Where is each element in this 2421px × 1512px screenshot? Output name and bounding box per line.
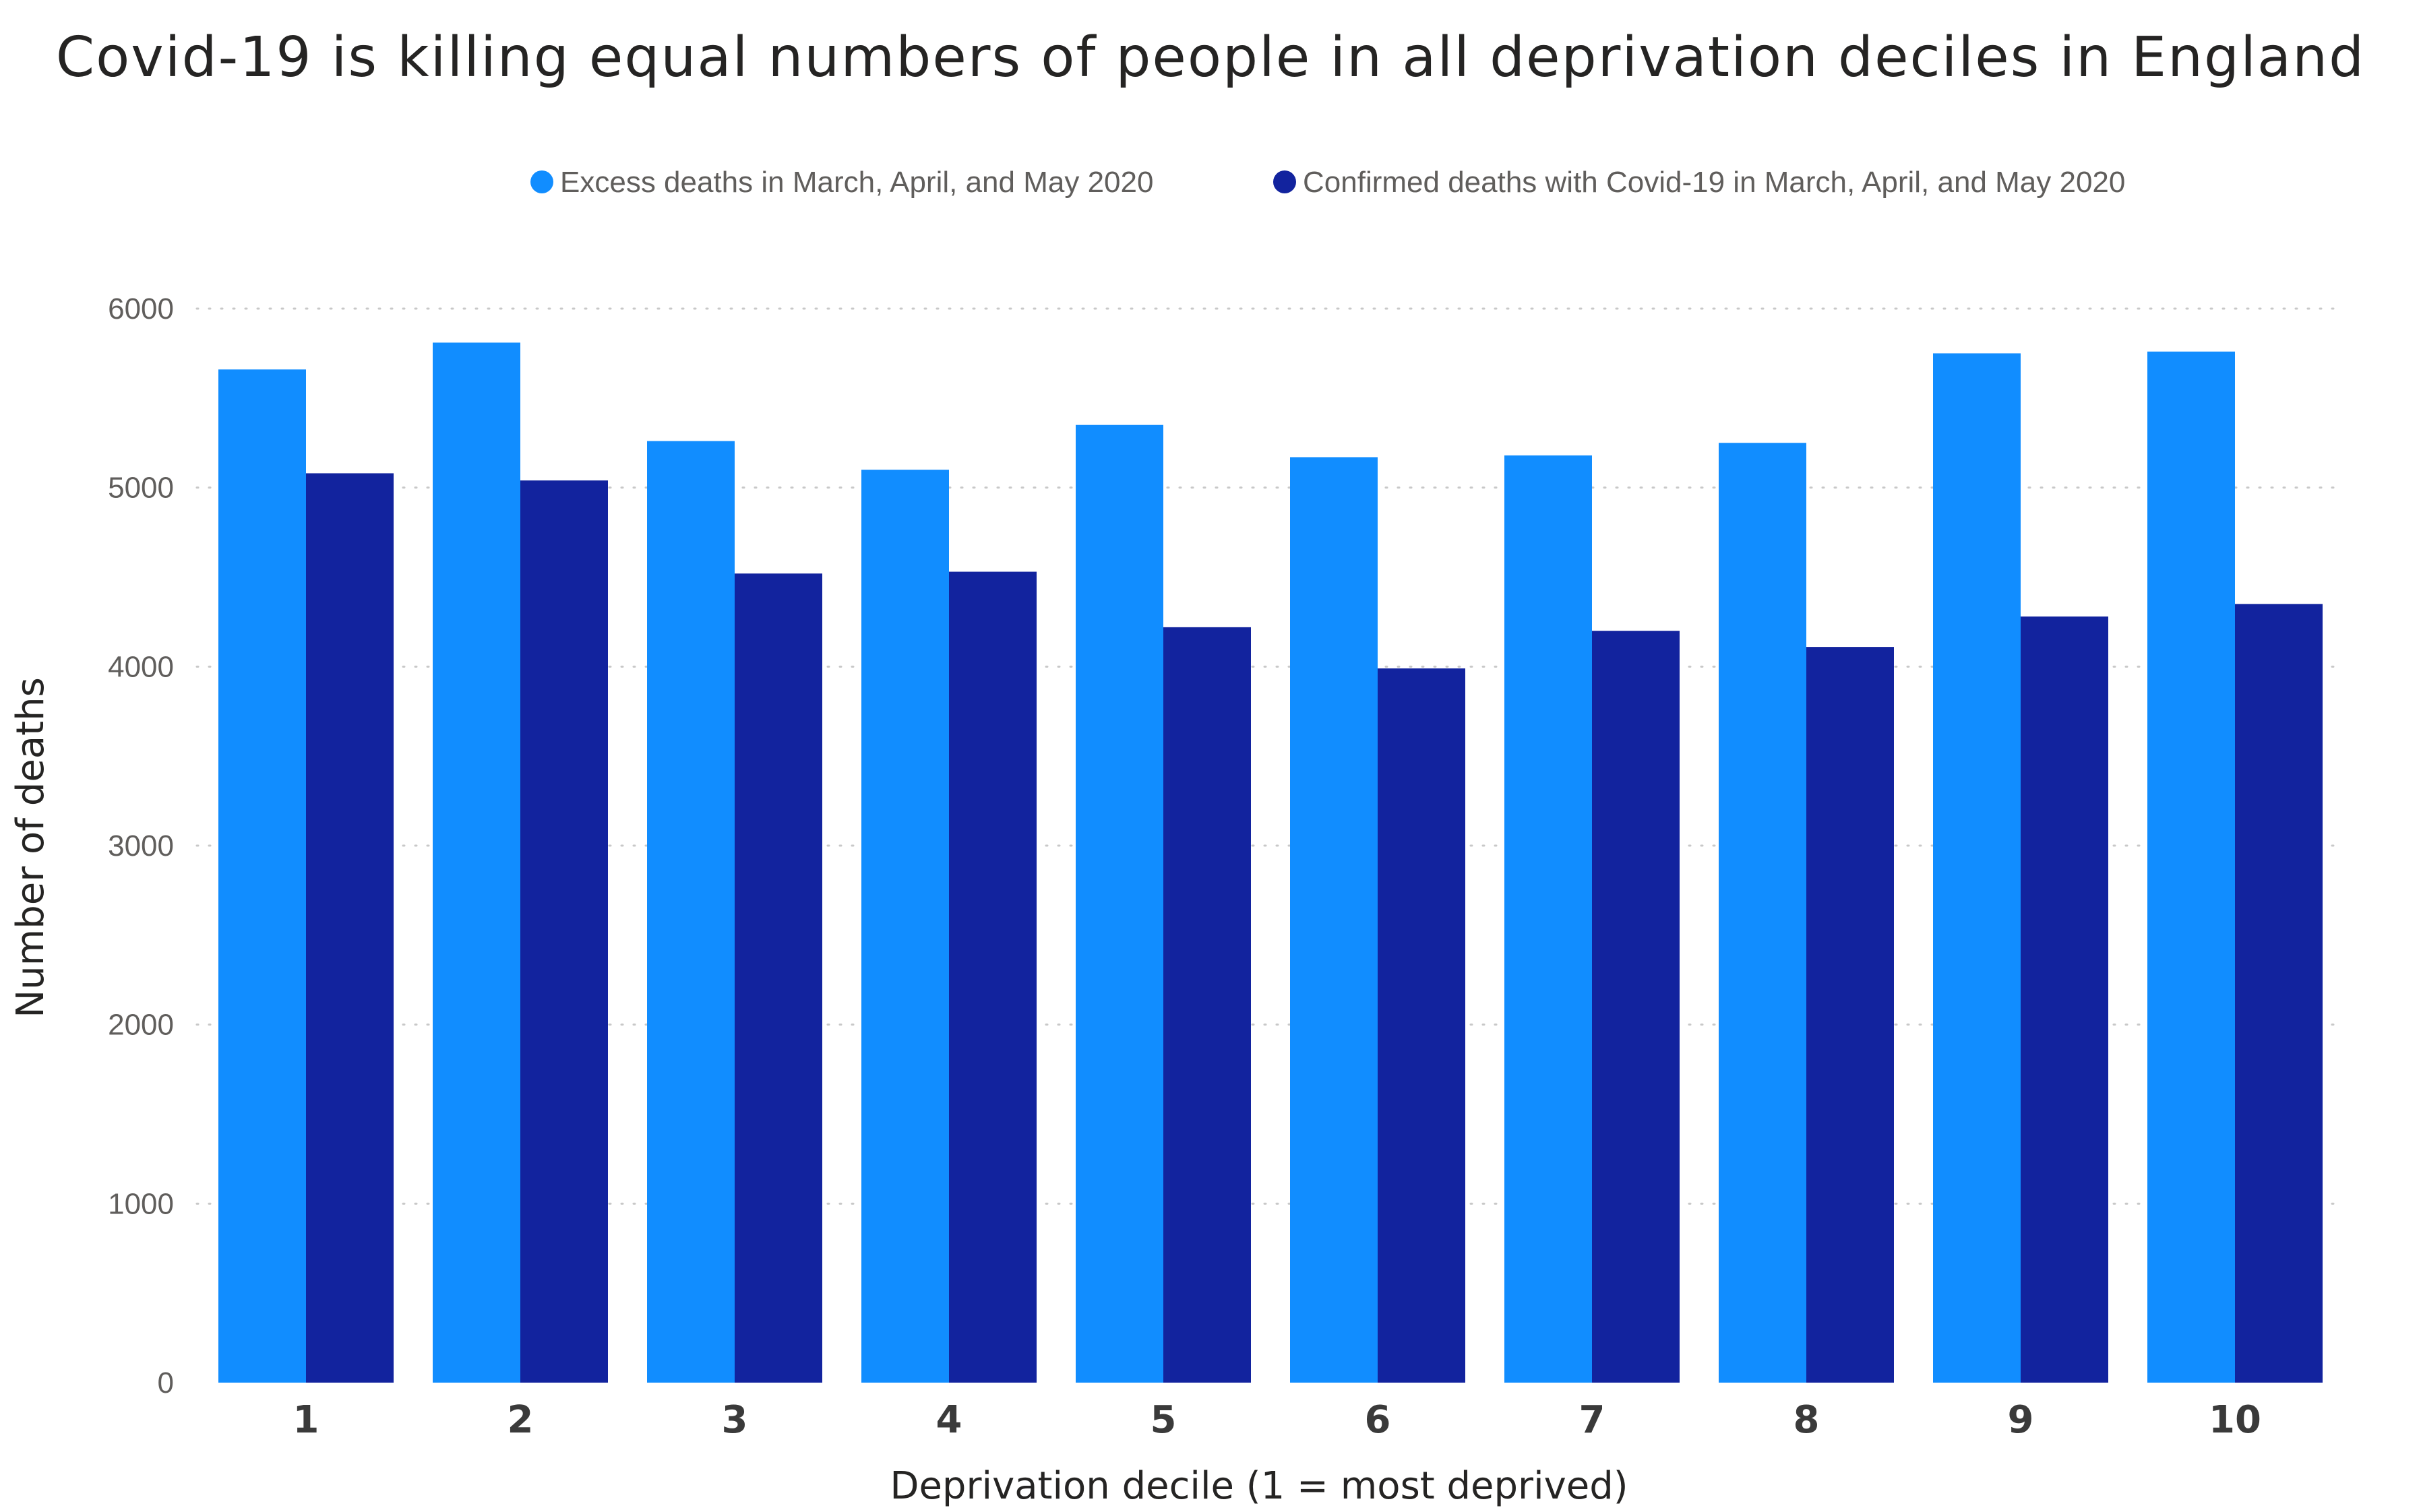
legend-marker-1 — [530, 170, 553, 193]
bar-series-1-decile-10[interactable] — [2147, 351, 2235, 1383]
bar-series-2-decile-3[interactable] — [735, 573, 822, 1383]
bar-series-1-decile-3[interactable] — [647, 441, 735, 1383]
x-tick-label: 2 — [508, 1398, 534, 1442]
bar-series-2-decile-7[interactable] — [1592, 631, 1680, 1383]
bar-series-2-decile-4[interactable] — [949, 571, 1037, 1383]
bar-series-1-decile-7[interactable] — [1504, 455, 1592, 1383]
x-axis-ticks: 1 2 3 4 5 6 7 8 9 10 — [293, 1398, 2261, 1442]
y-tick-label: 2000 — [108, 1009, 174, 1042]
x-tick-label: 3 — [722, 1398, 748, 1442]
bar-series-1-decile-4[interactable] — [861, 470, 949, 1383]
y-tick-label: 1000 — [108, 1187, 174, 1220]
x-tick-label: 8 — [1794, 1398, 1820, 1442]
bar-series-1-decile-5[interactable] — [1076, 424, 1163, 1383]
bar-series-1-decile-9[interactable] — [1933, 353, 2021, 1383]
bars — [218, 342, 2323, 1383]
x-tick-label: 5 — [1151, 1398, 1177, 1442]
y-tick-label: 0 — [158, 1366, 174, 1399]
bar-series-2-decile-6[interactable] — [1378, 668, 1465, 1383]
legend-label-2: Confirmed deaths with Covid-19 in March,… — [1303, 166, 2125, 199]
x-tick-label: 10 — [2209, 1398, 2261, 1442]
x-tick-label: 4 — [936, 1398, 962, 1442]
bar-series-1-decile-6[interactable] — [1290, 457, 1378, 1383]
bar-series-2-decile-2[interactable] — [520, 480, 608, 1383]
bar-series-2-decile-9[interactable] — [2021, 616, 2108, 1383]
x-tick-label: 9 — [2008, 1398, 2034, 1442]
bar-series-2-decile-1[interactable] — [306, 473, 394, 1383]
x-axis-title: Deprivation decile (1 = most deprived) — [890, 1464, 1628, 1508]
chart-title: Covid-19 is killing equal numbers of peo… — [55, 26, 2366, 90]
y-axis-title: Number of deaths — [9, 677, 53, 1017]
bar-series-2-decile-8[interactable] — [1806, 647, 1894, 1383]
x-tick-label: 1 — [293, 1398, 319, 1442]
y-tick-label: 5000 — [108, 472, 174, 505]
y-tick-label: 3000 — [108, 829, 174, 862]
bar-series-2-decile-10[interactable] — [2235, 604, 2323, 1383]
legend: Excess deaths in March, April, and May 2… — [530, 166, 2125, 199]
legend-label-1: Excess deaths in March, April, and May 2… — [560, 166, 1153, 199]
bar-series-1-decile-1[interactable] — [218, 369, 306, 1383]
bar-series-2-decile-5[interactable] — [1163, 627, 1251, 1383]
x-tick-label: 6 — [1365, 1398, 1391, 1442]
bar-series-1-decile-8[interactable] — [1719, 443, 1806, 1383]
legend-marker-2 — [1273, 170, 1296, 193]
y-axis-ticks: 0 1000 2000 3000 4000 5000 6000 — [108, 292, 174, 1399]
y-tick-label: 4000 — [108, 650, 174, 683]
bar-series-1-decile-2[interactable] — [433, 342, 520, 1383]
y-tick-label: 6000 — [108, 292, 174, 325]
x-tick-label: 7 — [1579, 1398, 1605, 1442]
